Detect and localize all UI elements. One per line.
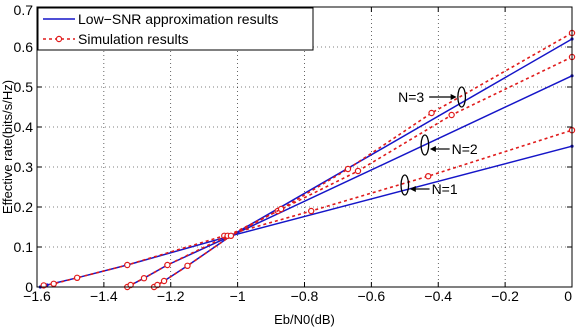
n-2-ellipse xyxy=(420,134,430,156)
x-tick-label: 0 xyxy=(564,288,572,304)
n-3-simulation-point xyxy=(184,262,191,269)
x-tick-label: −0.6 xyxy=(358,288,386,304)
n-2-simulation-point xyxy=(140,275,148,282)
x-tick-label: −1 xyxy=(230,288,246,304)
y-tick-label: 0.6 xyxy=(14,39,34,55)
n-1-simulation-point xyxy=(124,261,131,269)
n-1-simulation-point xyxy=(50,280,57,287)
series-layer xyxy=(38,29,576,291)
x-axis-label: Eb/N0(dB) xyxy=(274,312,335,327)
n-1-arrow-head xyxy=(409,186,416,192)
legend-marker-simulation xyxy=(55,35,63,43)
y-tick-label: 0.4 xyxy=(14,119,34,135)
n-1-simulation-line xyxy=(43,129,573,287)
y-tick-label: 0.2 xyxy=(14,199,34,215)
x-tick-label: −0.8 xyxy=(291,288,319,304)
n-3-simulation-point xyxy=(227,232,235,239)
y-tick-label: 0 xyxy=(25,279,33,295)
n-3-arrow-head xyxy=(450,94,457,100)
n-1-approximation-line xyxy=(40,145,573,288)
n-1-simulation-point xyxy=(425,172,432,180)
n-3-simulation-point xyxy=(344,165,352,173)
n-1-simulation-point xyxy=(307,207,315,215)
legend-label-approximation: Low−SNR approximation results xyxy=(78,11,278,27)
n-1-ellipse xyxy=(400,174,410,196)
n-2-simulation-point xyxy=(164,261,171,269)
n-3-simulation-point xyxy=(277,205,285,213)
x-tick-label: −1.4 xyxy=(90,288,118,304)
legend-label-simulation: Simulation results xyxy=(78,31,189,47)
y-tick-label: 0.7 xyxy=(14,2,34,18)
annotation-layer: N=3 N=2 N=1 xyxy=(398,86,478,197)
legend-box xyxy=(37,7,314,51)
n-3-simulation-point xyxy=(160,277,168,285)
grid-layer xyxy=(37,7,572,287)
x-tick-label: −1.2 xyxy=(157,288,185,304)
y-axis-label: Effective rate(bits/s/Hz) xyxy=(0,80,15,214)
n-2-simulation-line xyxy=(126,56,573,288)
n-2-label: N=2 xyxy=(452,141,478,157)
n-1-simulation-point xyxy=(73,274,81,281)
n-2-simulation-point xyxy=(354,167,362,175)
legend: Low−SNR approximation results Simulation… xyxy=(37,7,314,51)
n-3-label: N=3 xyxy=(398,89,424,105)
n-3-simulation-point xyxy=(428,109,435,117)
y-tick-label: 0.5 xyxy=(14,79,34,95)
x-tick-label: −0.4 xyxy=(424,288,452,304)
n-2-arrow-head xyxy=(429,146,436,152)
n-2-simulation-point xyxy=(127,281,134,289)
y-tick-label: 0.3 xyxy=(14,159,34,175)
n-2-simulation-point xyxy=(448,111,455,119)
n-1-label: N=1 xyxy=(432,181,458,197)
n-3-simulation-point xyxy=(154,281,161,289)
x-tick-label: −1.6 xyxy=(23,288,51,304)
n-3-ellipse xyxy=(457,86,467,108)
x-tick-label: −0.2 xyxy=(491,288,519,304)
y-tick-label: 0.1 xyxy=(14,239,34,255)
